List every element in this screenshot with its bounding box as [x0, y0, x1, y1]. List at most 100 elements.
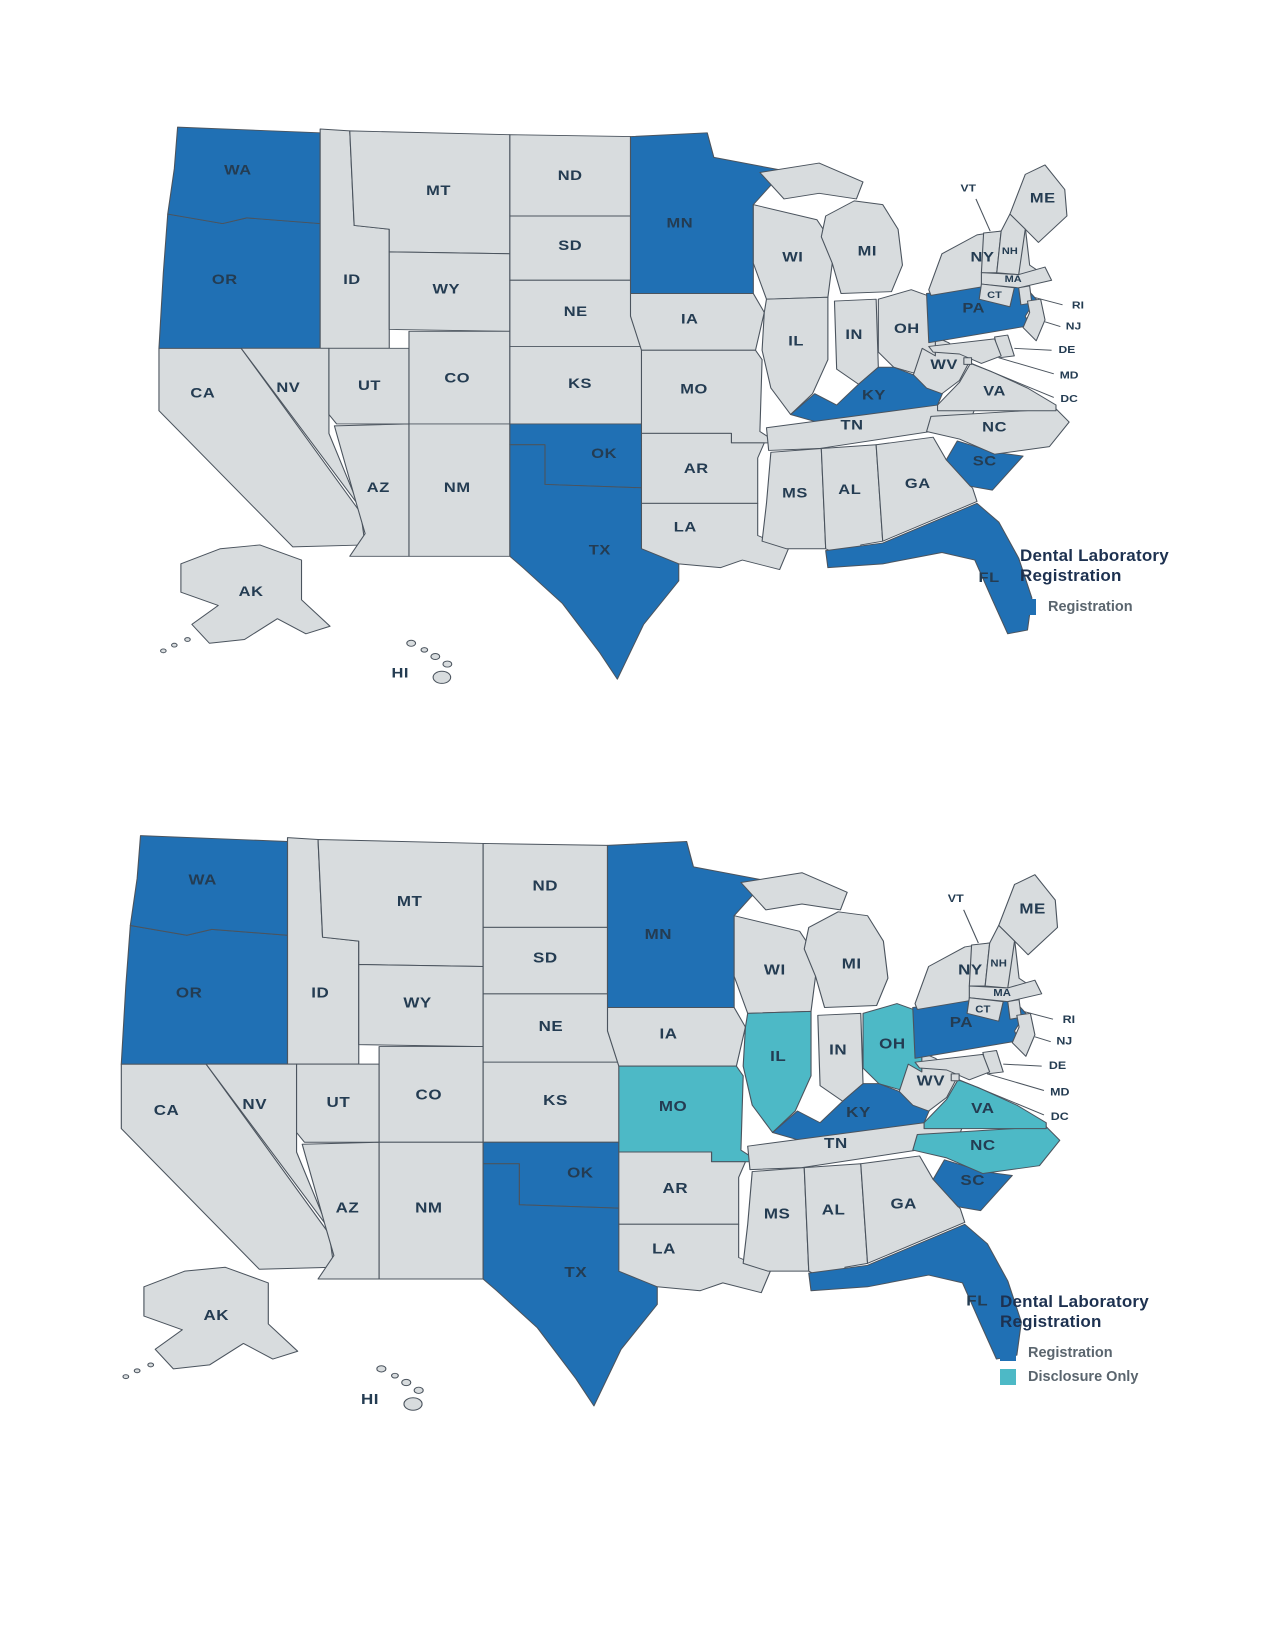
state-DC	[950, 1073, 960, 1082]
state-label-DE: DE	[1049, 1060, 1067, 1072]
state-label-MT: MT	[397, 894, 423, 910]
state-label-IN: IN	[845, 327, 863, 343]
legend-item-registration: Registration	[1020, 599, 1210, 616]
map-registration-only: CA OR WA ID MT WY NV UT CO AZ NM ND SD NE KS OK TX MN IA MO…	[158, 126, 1084, 684]
state-FL	[825, 502, 1033, 635]
state-AK-island	[147, 1362, 155, 1368]
state-label-ND: ND	[533, 878, 559, 894]
state-HI-island	[432, 670, 452, 684]
leader-line-DE	[1014, 347, 1052, 351]
state-label-PA: PA	[962, 300, 985, 316]
state-label-WA: WA	[189, 872, 217, 888]
state-MI	[759, 162, 864, 200]
state-label-MA: MA	[993, 987, 1011, 998]
state-label-SD: SD	[558, 238, 582, 254]
state-label-MI: MI	[842, 956, 862, 972]
state-label-OH: OH	[879, 1036, 906, 1052]
state-label-WI: WI	[764, 962, 786, 978]
state-label-MD: MD	[1050, 1086, 1069, 1098]
state-HI-island	[406, 639, 417, 647]
state-label-NE: NE	[564, 304, 588, 320]
state-label-TX: TX	[589, 542, 611, 558]
state-NV	[205, 1063, 328, 1227]
state-GA	[860, 1155, 966, 1264]
legend-item-registration: Registration	[1000, 1345, 1190, 1362]
state-label-VT: VT	[948, 893, 964, 905]
state-label-FL: FL	[978, 570, 999, 586]
state-label-OR: OR	[176, 986, 203, 1002]
state-label-HI: HI	[361, 1392, 379, 1408]
state-label-ID: ID	[311, 986, 329, 1002]
state-label-DC: DC	[1060, 394, 1077, 405]
state-VA	[923, 1079, 1047, 1130]
leader-line-VT	[963, 909, 979, 944]
state-MO	[618, 1065, 760, 1163]
leader-line-NJ	[1034, 1036, 1051, 1043]
state-HI-island	[430, 653, 441, 660]
state-AK-island	[122, 1374, 130, 1380]
leader-line-RI	[1023, 1010, 1054, 1020]
state-AK-island	[133, 1368, 141, 1374]
state-label-WY: WY	[432, 281, 460, 297]
state-label-MO: MO	[659, 1099, 687, 1115]
state-label-NH: NH	[1002, 246, 1018, 256]
state-label-GA: GA	[905, 476, 931, 492]
state-MI	[803, 911, 889, 1008]
state-HI-island	[401, 1378, 412, 1387]
state-label-MD: MD	[1060, 370, 1079, 381]
legend-title: Dental Laboratory Registration	[1020, 546, 1210, 586]
state-label-CA: CA	[154, 1103, 180, 1119]
state-GA	[875, 436, 978, 542]
state-label-SC: SC	[960, 1173, 985, 1189]
disclosure-only-swatch	[1000, 1369, 1016, 1386]
state-label-AL: AL	[838, 482, 861, 498]
state-NV	[240, 347, 360, 506]
state-label-MI: MI	[858, 244, 877, 260]
state-label-VA: VA	[983, 384, 1006, 400]
state-NH	[984, 924, 1016, 989]
state-label-MS: MS	[764, 1206, 791, 1222]
state-label-CO: CO	[416, 1087, 443, 1103]
state-label-MT: MT	[426, 183, 451, 199]
leader-line-NJ	[1044, 321, 1061, 328]
leader-line-DC	[958, 1079, 1045, 1116]
state-HI-island	[403, 1397, 423, 1411]
state-label-RI: RI	[1063, 1014, 1075, 1026]
state-ME	[1009, 164, 1068, 243]
legend-item-disclosure-only: Disclosure Only	[1000, 1369, 1190, 1386]
state-label-NV: NV	[276, 380, 300, 396]
state-label-TX: TX	[564, 1265, 587, 1281]
state-label-SC: SC	[973, 454, 997, 470]
state-ME	[998, 874, 1059, 956]
state-label-GA: GA	[890, 1197, 917, 1213]
leader-line-DC	[971, 363, 1055, 398]
state-UT	[295, 1063, 380, 1143]
state-label-CT: CT	[987, 291, 1003, 301]
state-label-MN: MN	[645, 927, 672, 943]
legend-registration-only: Dental Laboratory Registration Registrat…	[1020, 546, 1210, 616]
state-label-DE: DE	[1059, 345, 1076, 356]
state-label-AK: AK	[203, 1308, 229, 1324]
state-label-NV: NV	[242, 1097, 267, 1113]
state-MD	[914, 1053, 991, 1081]
state-label-TN: TN	[841, 418, 864, 434]
state-MI	[740, 872, 848, 911]
state-TX	[509, 444, 680, 680]
state-label-LA: LA	[652, 1242, 676, 1258]
state-OR	[120, 924, 289, 1065]
legend-item-label: Registration	[1028, 1345, 1113, 1362]
state-LA	[618, 1223, 771, 1294]
state-HI-island	[390, 1372, 399, 1379]
state-label-RI: RI	[1072, 300, 1084, 311]
state-label-NY: NY	[971, 249, 995, 265]
state-label-KY: KY	[862, 387, 886, 403]
state-AK-island	[171, 642, 178, 648]
state-label-MN: MN	[667, 215, 694, 231]
state-AL	[820, 444, 884, 559]
state-label-WY: WY	[403, 995, 431, 1011]
map-registration-and-disclosure: CA OR WA ID MT WY NV UT CO AZ NM ND SD NE KS OK TX MN IA MO…	[120, 835, 1075, 1411]
state-label-NC: NC	[970, 1138, 996, 1154]
leader-line-MD	[998, 357, 1054, 375]
state-AK-island	[160, 648, 167, 654]
state-label-NJ: NJ	[1066, 321, 1081, 332]
